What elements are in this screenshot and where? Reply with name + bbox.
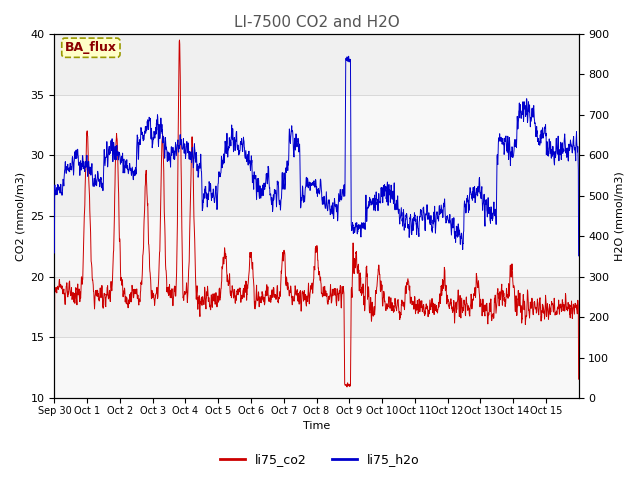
Y-axis label: H2O (mmol/m3): H2O (mmol/m3) [615, 171, 625, 261]
Bar [54, 337, 579, 398]
Legend: li75_co2, li75_h2o: li75_co2, li75_h2o [215, 448, 425, 471]
Text: BA_flux: BA_flux [65, 41, 117, 54]
Bar [54, 216, 579, 277]
Bar [54, 95, 579, 156]
X-axis label: Time: Time [303, 421, 330, 432]
Title: LI-7500 CO2 and H2O: LI-7500 CO2 and H2O [234, 15, 399, 30]
Y-axis label: CO2 (mmol/m3): CO2 (mmol/m3) [15, 171, 25, 261]
